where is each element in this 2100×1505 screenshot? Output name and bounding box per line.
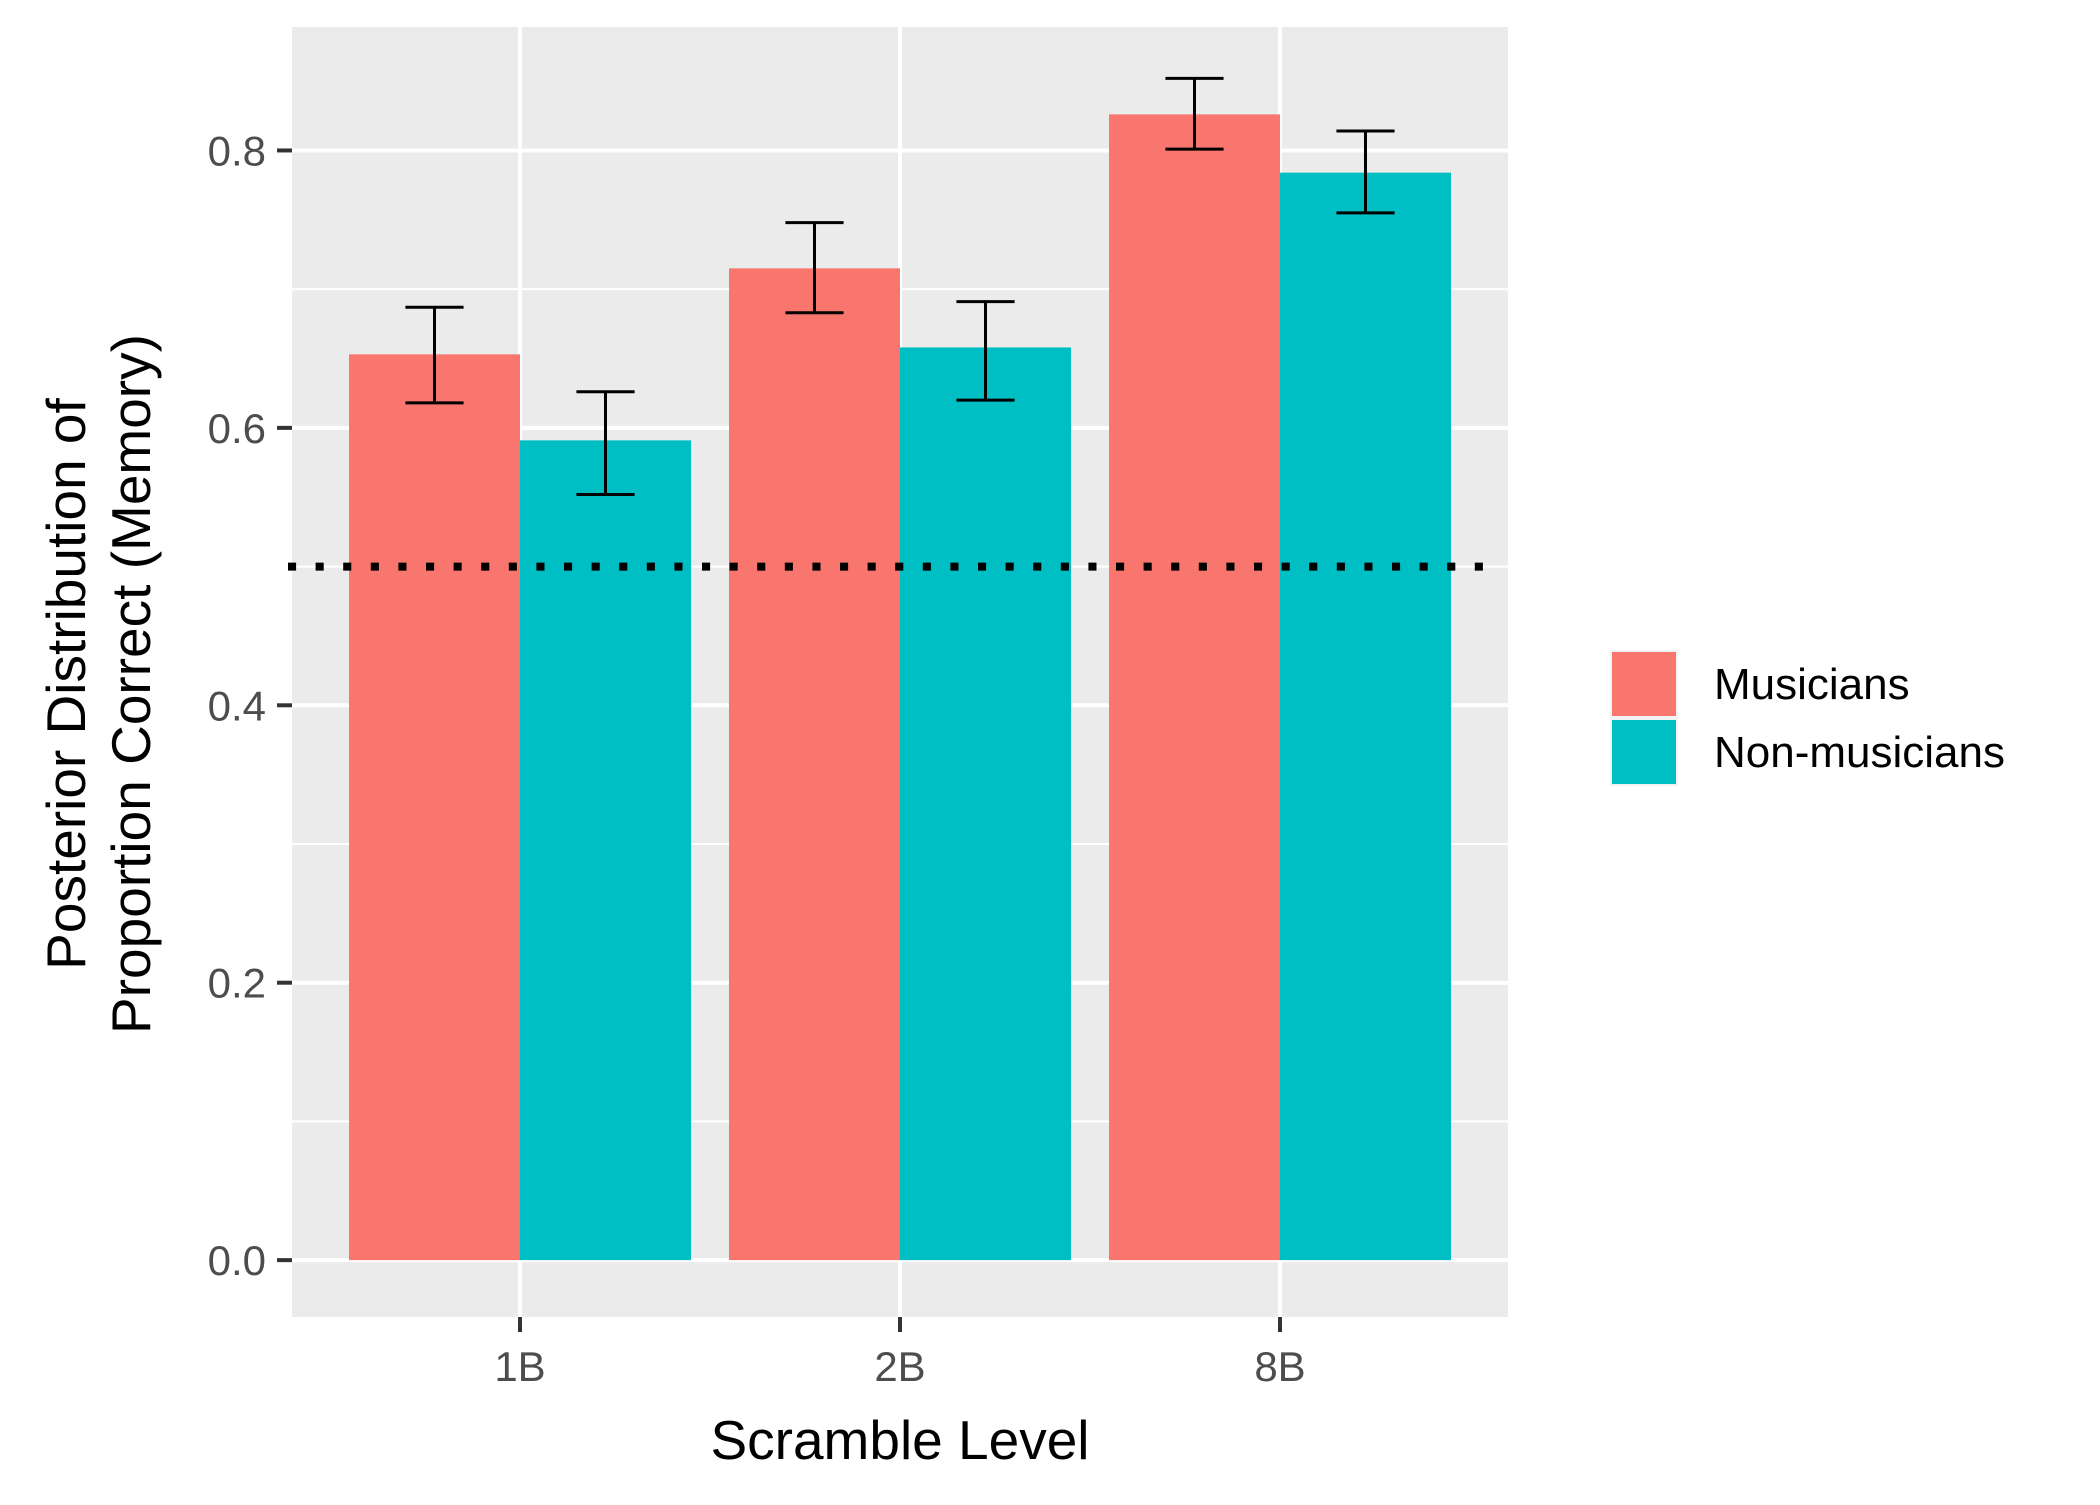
x-tick-label: 8B [1254,1343,1305,1390]
y-tick-label: 0.4 [208,682,266,729]
legend-key-swatch [1612,720,1676,784]
y-axis-title-line-1: Posterior Distribution of [35,397,97,969]
error-bars [405,76,1395,496]
bars [349,114,1451,1261]
y-tick-label: 0.8 [208,127,266,174]
error-bar-musicians-8b [1165,76,1224,151]
bar-non-musicians-2b [900,347,1071,1261]
y-axis-title: Posterior Distribution of Proportion Cor… [35,334,162,1034]
error-bar-non-musicians-1b [576,390,635,496]
bar-musicians-8b [1109,114,1280,1261]
x-axis: 1B 2B 8B [494,1317,1306,1390]
x-tick-label: 2B [874,1343,925,1390]
y-tick-label: 0.6 [208,405,266,452]
y-axis-title-line-2: Proportion Correct (Memory) [100,334,162,1034]
x-tick-label: 1B [494,1343,545,1390]
error-bar-non-musicians-8b [1336,129,1395,215]
error-bar-musicians-1b [405,305,464,405]
y-tick-label: 0.2 [208,960,266,1007]
x-axis-title: Scramble Level [710,1409,1089,1471]
error-bar-non-musicians-2b [956,300,1015,402]
bar-musicians-1b [349,354,520,1261]
legend-label: Musicians [1714,660,1910,709]
legend-key-swatch [1612,652,1676,716]
legend: Musicians Non-musicians [1610,650,2005,786]
error-bar-musicians-2b [785,221,844,315]
bar-non-musicians-8b [1280,172,1451,1261]
legend-label: Non-musicians [1714,728,2005,777]
y-axis: 0.0 0.2 0.4 0.6 0.8 [208,127,292,1284]
bar-musicians-2b [729,268,900,1261]
y-tick-label: 0.0 [208,1237,266,1284]
bar-non-musicians-1b [520,440,691,1261]
